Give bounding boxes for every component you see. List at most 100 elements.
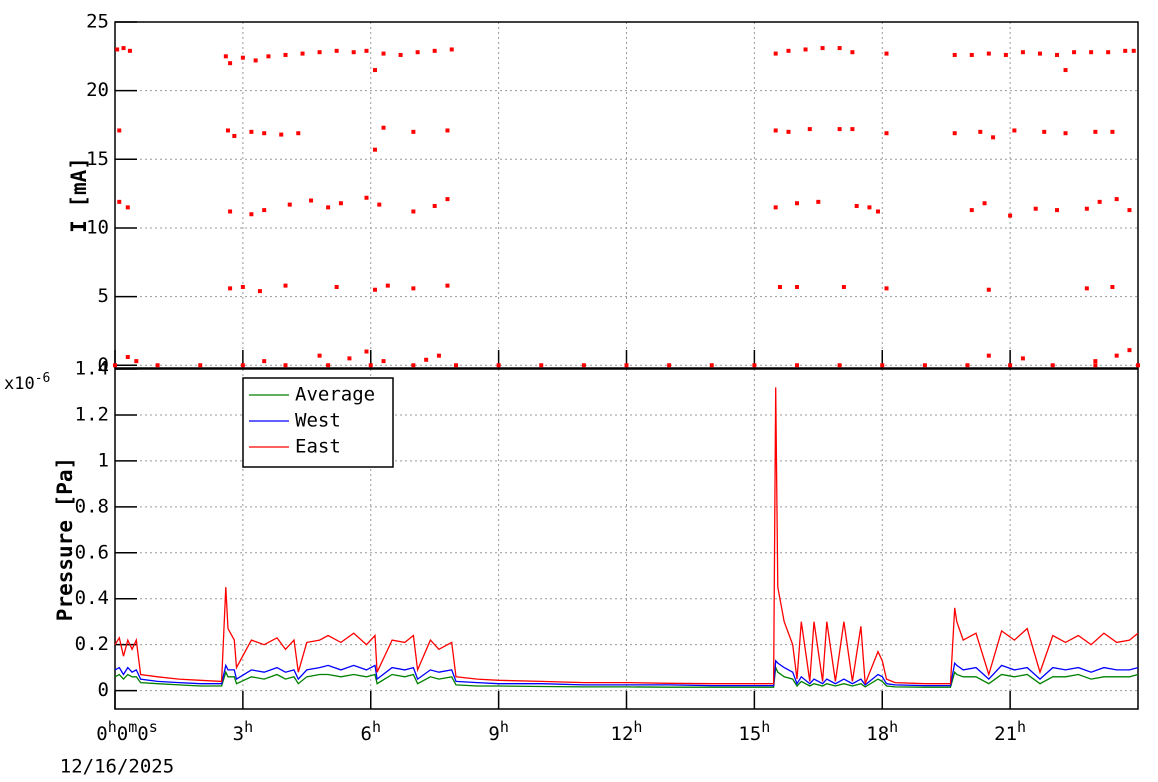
point <box>198 363 203 368</box>
point <box>279 132 284 137</box>
point <box>300 51 305 56</box>
x-tick-label: 12h <box>611 718 643 745</box>
point <box>351 50 356 55</box>
point <box>1008 363 1013 368</box>
y-tick-label: 0.8 <box>75 495 109 517</box>
point <box>228 61 233 66</box>
point <box>373 287 378 292</box>
legend-label: West <box>295 410 341 432</box>
point <box>1084 286 1089 291</box>
point <box>411 363 416 368</box>
point <box>982 201 987 206</box>
point <box>283 363 288 368</box>
point <box>296 131 301 136</box>
point <box>1084 206 1089 211</box>
point <box>225 128 230 133</box>
y-axis-title: Pressure [Pa] <box>53 457 77 621</box>
y-tick-label: 0.2 <box>75 633 109 655</box>
point <box>228 209 233 214</box>
point <box>364 349 369 354</box>
legend-label: Average <box>295 384 375 406</box>
x-tick-label: 21h <box>994 718 1026 745</box>
point <box>240 284 245 289</box>
multiplier-base: x10 <box>4 374 35 394</box>
point <box>253 58 258 63</box>
point <box>1110 284 1115 289</box>
point <box>952 52 957 57</box>
point <box>1020 50 1025 55</box>
point <box>1042 129 1047 134</box>
point <box>134 359 139 364</box>
point <box>1131 48 1136 53</box>
point <box>709 363 714 368</box>
point <box>884 131 889 136</box>
point <box>1136 363 1140 368</box>
point <box>373 68 378 73</box>
point <box>113 363 117 368</box>
point <box>424 357 429 362</box>
point <box>266 54 271 59</box>
point <box>249 212 254 217</box>
y-multiplier: x10-6 <box>4 371 50 394</box>
y-tick-label: 0 <box>98 354 109 376</box>
point <box>127 48 132 53</box>
point <box>240 363 245 368</box>
point <box>803 47 808 52</box>
point <box>326 363 331 368</box>
point <box>449 47 454 52</box>
legend-label: East <box>295 436 341 458</box>
point <box>841 284 846 289</box>
point <box>1093 363 1098 368</box>
point <box>373 147 378 152</box>
y-tick-label: 1 <box>98 449 109 471</box>
point <box>837 46 842 51</box>
x-tick-label: 6h <box>361 718 381 745</box>
point <box>125 205 130 210</box>
y-tick-label: 1.2 <box>75 403 109 425</box>
x-tick-label: 9h <box>488 718 508 745</box>
point <box>1127 348 1132 353</box>
point <box>773 128 778 133</box>
point <box>667 363 672 368</box>
point <box>880 363 885 368</box>
point <box>850 50 855 55</box>
point <box>262 131 267 136</box>
point <box>752 363 757 368</box>
point <box>786 129 791 134</box>
point <box>1110 129 1115 134</box>
x-tick-label: 0h0m0s <box>96 718 157 745</box>
point <box>1055 208 1060 213</box>
point <box>1063 68 1068 73</box>
y-tick-label: 0 <box>98 679 109 701</box>
x-tick-label: 3h <box>233 718 253 745</box>
point <box>334 48 339 53</box>
point <box>117 128 122 133</box>
legend-box <box>242 377 394 468</box>
point <box>415 50 420 55</box>
point <box>287 202 292 207</box>
point <box>121 46 126 51</box>
point <box>1003 52 1008 57</box>
point <box>837 363 842 368</box>
point <box>777 284 782 289</box>
y-tick-label: 0.4 <box>75 587 109 609</box>
point <box>1037 51 1042 56</box>
point <box>381 359 386 364</box>
point <box>283 283 288 288</box>
point <box>385 283 390 288</box>
point <box>249 129 254 134</box>
point <box>262 359 267 364</box>
point <box>1089 50 1094 55</box>
x-tick-label: 18h <box>866 718 898 745</box>
point <box>496 363 501 368</box>
point <box>317 353 322 358</box>
point <box>432 203 437 208</box>
point <box>978 129 983 134</box>
point <box>969 52 974 57</box>
point <box>1072 50 1077 55</box>
plot-frame <box>114 368 1139 710</box>
point <box>837 127 842 132</box>
point <box>1050 363 1055 368</box>
point <box>115 47 120 52</box>
point <box>820 46 825 51</box>
